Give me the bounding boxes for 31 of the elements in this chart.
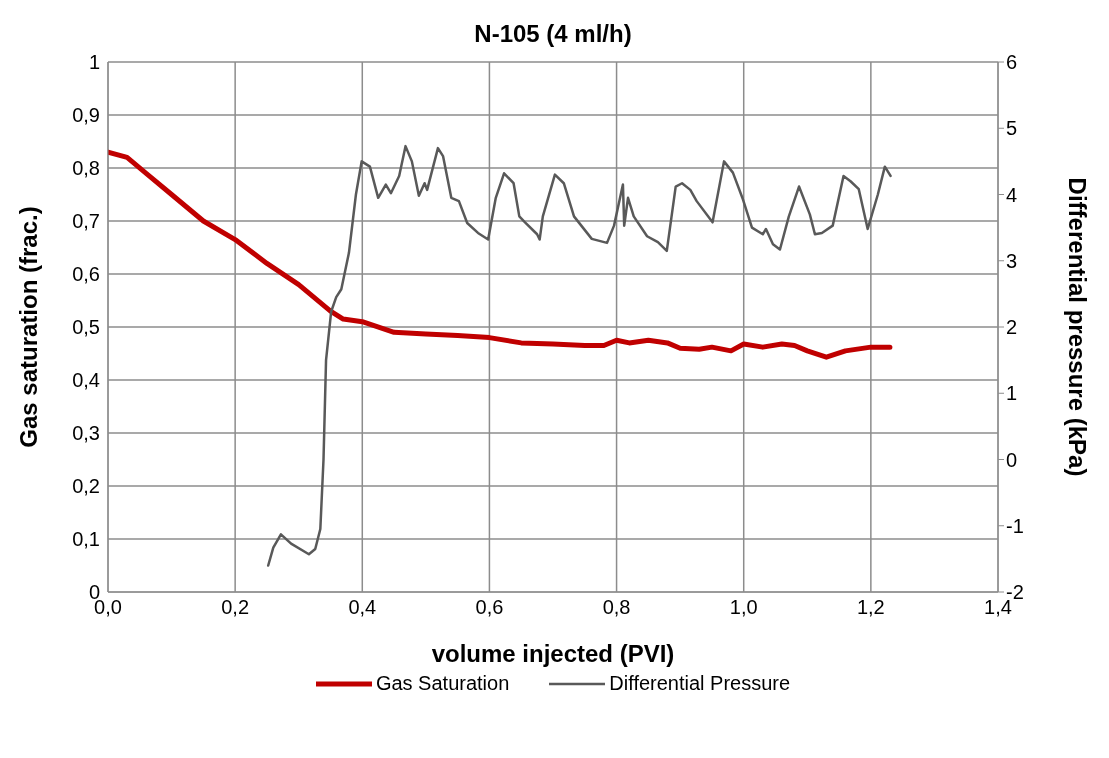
x-tick-label: 0,4 [348,596,377,619]
y-tick-label: 0,1 [72,528,100,551]
y-tick-label: 1 [88,51,100,74]
y2-tick-label: 3 [1006,249,1018,272]
legend-label: Differential Pressure [609,672,791,695]
y-tick-label: 0,7 [72,210,100,233]
y2-tick-label: -1 [1006,514,1024,537]
y2-tick-label: 5 [1006,117,1018,140]
y-tick-label: 0,6 [72,263,100,286]
legend-label: Gas Saturation [375,672,510,695]
y2-tick-label: 0 [1006,448,1018,471]
y2-tick-label: 2 [1006,316,1018,339]
y-tick-label: 0,9 [72,104,100,127]
y2-tick-label: 6 [1006,51,1018,74]
y2-tick-label: 4 [1006,183,1018,206]
y-tick-label: 0,8 [72,157,100,180]
x-tick-label: 1,2 [856,596,885,619]
y2-tick-label: 1 [1006,382,1018,405]
x-axis-title: volume injected (PVI) [431,640,675,667]
y-tick-label: 0,3 [72,422,100,445]
y2-axis-title: Differential pressure (kPa) [1064,177,1092,477]
y-tick-label: 0,4 [72,369,100,392]
chart-title: N-105 (4 ml/h) [473,19,633,49]
y-tick-label: 0,2 [72,475,100,498]
x-tick-label: 1,0 [729,596,758,619]
x-tick-label: 0,2 [221,596,250,619]
y-tick-label: 0,5 [72,316,100,339]
x-tick-label: 0,6 [475,596,504,619]
y-axis-title: Gas saturation (frac.) [14,206,42,448]
line-series [266,144,892,567]
x-tick-label: 0,8 [602,596,631,619]
